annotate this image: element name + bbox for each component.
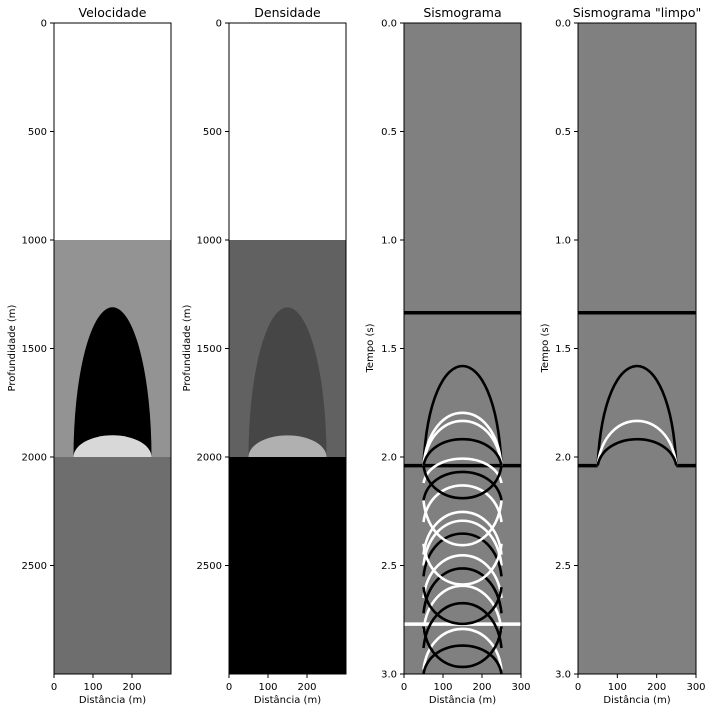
diffraction-hyperbola <box>422 519 503 566</box>
x-tick-label: 200 <box>297 682 316 693</box>
y-tick-label: 0.0 <box>555 19 571 30</box>
y-tick-label: 0.0 <box>381 19 397 30</box>
diffraction-hyperbola <box>422 437 503 466</box>
x-tick-label: 100 <box>608 682 627 693</box>
x-axis-label: Distância (m) <box>429 694 496 706</box>
y-tick-label: 0 <box>216 19 222 30</box>
x-axis-label: Distância (m) <box>603 694 670 706</box>
diffraction-hyperbola <box>422 627 503 670</box>
model-layer-3 <box>54 457 171 674</box>
x-tick-label: 300 <box>511 682 530 693</box>
y-tick-label: 1000 <box>22 236 47 247</box>
y-axis-label: Profundidade (m) <box>182 304 193 391</box>
model-layer-1 <box>54 23 171 240</box>
y-tick-label: 0 <box>41 19 47 30</box>
panel-title: Densidade <box>254 5 321 20</box>
y-tick-label: 1.5 <box>555 344 571 355</box>
y-axis-label: Tempo (s) <box>365 323 376 373</box>
panel-title: Velocidade <box>79 5 147 20</box>
diffraction-hyperbola <box>596 437 678 466</box>
y-tick-label: 2.0 <box>555 453 571 464</box>
y-tick-label: 1000 <box>197 236 222 247</box>
multiple-arc <box>422 500 503 547</box>
x-axis-label: Distância (m) <box>79 694 146 706</box>
diffraction-hyperbola <box>422 510 503 555</box>
x-tick-label: 100 <box>83 682 102 693</box>
y-tick-label: 2.0 <box>381 453 397 464</box>
y-tick-label: 1.0 <box>381 236 397 247</box>
y-tick-label: 2.5 <box>381 561 397 572</box>
model-lens <box>73 435 152 457</box>
x-tick-label: 200 <box>472 682 491 693</box>
diffraction-hyperbola <box>422 364 503 466</box>
y-tick-label: 2000 <box>197 453 222 464</box>
y-tick-label: 2.5 <box>555 561 571 572</box>
multiple-arc <box>422 626 503 669</box>
x-tick-label: 0 <box>575 682 581 693</box>
seismogram-background <box>578 23 696 674</box>
diffraction-hyperbola <box>422 567 503 614</box>
y-tick-label: 3.0 <box>381 670 397 681</box>
y-tick-label: 1.5 <box>381 344 397 355</box>
model-lens <box>248 435 327 457</box>
x-tick-label: 0 <box>401 682 407 693</box>
multiple-arc <box>422 587 503 625</box>
seismogram-background <box>404 23 521 674</box>
multiple-arc <box>422 465 503 500</box>
diffraction-hyperbola <box>596 364 678 466</box>
panel-sismograma-limpo: Sismograma "limpo" 0.0 0.5 1.0 1.5 2.0 2.5 3.0… <box>540 5 706 706</box>
model-dome <box>73 307 152 457</box>
panel-sismograma: Sismograma 0.0 0.5 1.0 1.5 2.0 2.5 3.0 0 100 200 3… <box>365 5 531 706</box>
x-tick-label: 100 <box>258 682 277 693</box>
diffraction-hyperbola <box>596 419 678 466</box>
diffraction-hyperbola <box>422 470 503 501</box>
diffraction-hyperbola <box>422 601 503 649</box>
y-tick-label: 2000 <box>22 453 47 464</box>
diffraction-hyperbola <box>422 457 503 484</box>
diffraction-hyperbola <box>422 484 503 523</box>
y-tick-label: 2500 <box>197 561 222 572</box>
diffraction-hyperbola <box>422 644 503 674</box>
panel-title: Sismograma "limpo" <box>573 5 702 20</box>
y-tick-label: 1.0 <box>555 236 571 247</box>
x-tick-label: 100 <box>433 682 452 693</box>
panel-densidade: Densidade 0 500 1000 1500 2000 2500 0 100 200 Di… <box>182 5 347 706</box>
x-axis-label: Distância (m) <box>254 694 321 706</box>
y-tick-label: 1500 <box>22 344 47 355</box>
y-tick-label: 3.0 <box>555 670 571 681</box>
y-axis-label: Tempo (s) <box>540 323 551 373</box>
y-tick-label: 0.5 <box>555 127 571 138</box>
model-layer-3 <box>229 457 346 674</box>
x-tick-label: 200 <box>122 682 141 693</box>
diffraction-hyperbola <box>422 419 503 466</box>
panel-velocidade: Velocidade 0 500 1000 1500 2000 2500 0 100 200 D… <box>7 5 172 706</box>
x-tick-label: 300 <box>686 682 705 693</box>
diffraction-hyperbola <box>422 554 503 599</box>
y-tick-label: 1500 <box>197 344 222 355</box>
panel-title: Sismograma <box>423 5 501 20</box>
x-tick-label: 0 <box>226 682 232 693</box>
diffraction-hyperbola <box>422 584 503 631</box>
model-layer-1 <box>229 23 346 240</box>
y-tick-label: 2500 <box>22 561 47 572</box>
y-tick-label: 0.5 <box>381 127 397 138</box>
model-dome <box>248 307 327 457</box>
multiple-arc <box>422 543 503 586</box>
x-tick-label: 200 <box>647 682 666 693</box>
y-axis-label: Profundidade (m) <box>7 304 18 391</box>
x-tick-label: 0 <box>51 682 57 693</box>
y-tick-label: 500 <box>28 127 47 138</box>
y-tick-label: 500 <box>203 127 222 138</box>
